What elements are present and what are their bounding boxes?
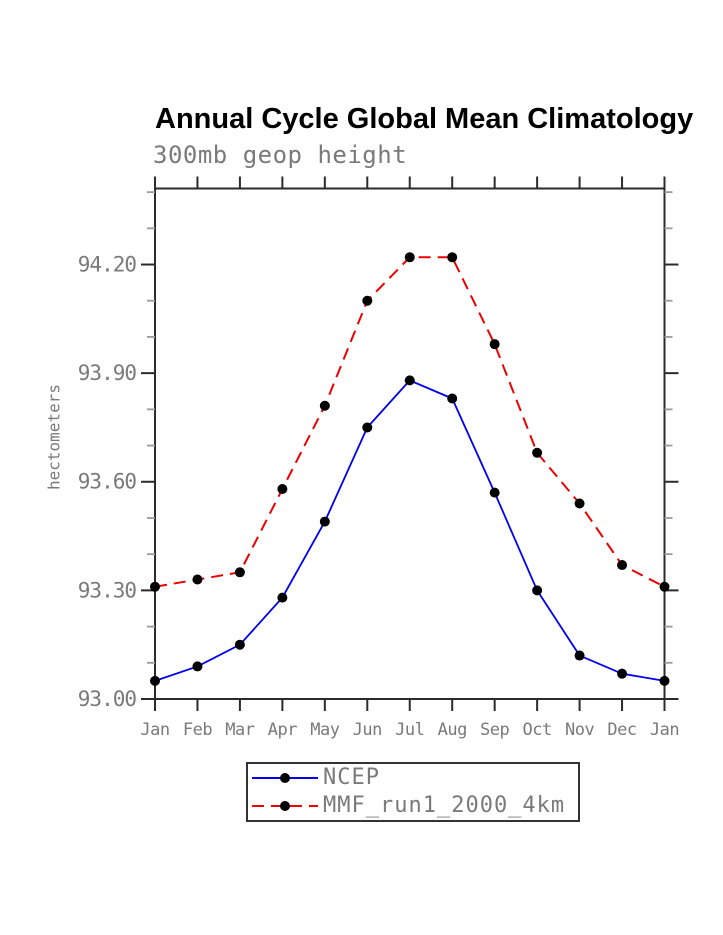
ncep-line-sample-icon: [252, 773, 318, 783]
x-tick-label: Jan: [140, 720, 169, 740]
y-tick-label: 93.60: [78, 470, 137, 494]
legend-entry-ncep: NCEP: [248, 764, 578, 792]
legend: NCEP MMF_run1_2000_4km: [246, 762, 580, 822]
mmf-run1-2000-4km-marker: [362, 295, 373, 306]
mmf-line-sample-icon: [252, 801, 318, 811]
mmf-run1-2000-4km-marker: [617, 560, 628, 571]
mmf-sample-marker: [280, 801, 290, 811]
y-tick-label: 94.20: [78, 252, 137, 276]
ncep-marker: [532, 585, 543, 596]
ncep-marker: [447, 393, 458, 404]
mmf-run1-2000-4km-marker: [150, 581, 160, 592]
mmf-run1-2000-4km-marker: [234, 567, 245, 578]
x-tick-label: Dec: [607, 720, 636, 740]
mmf-run1-2000-4km-marker: [659, 581, 670, 592]
ncep-sample-marker: [280, 773, 290, 783]
ncep-marker: [404, 375, 415, 386]
chart-title: Annual Cycle Global Mean Climatology: [155, 103, 694, 135]
x-tick-label: Sep: [480, 720, 509, 740]
ncep-series-line: [154, 379, 665, 682]
x-tick-label: Aug: [438, 720, 467, 740]
x-tick-label: May: [310, 720, 339, 740]
mmf-run1-2000-4km-marker: [574, 498, 585, 509]
ncep-marker: [489, 487, 500, 498]
y-tick-label: 93.00: [78, 687, 137, 711]
x-tick-label: Mar: [225, 720, 254, 740]
x-tick-label: Oct: [523, 720, 552, 740]
x-tick-label: Jan: [650, 720, 679, 740]
ncep-marker: [659, 675, 670, 686]
ncep-marker: [234, 639, 245, 650]
x-tick-label: Apr: [268, 720, 297, 740]
mmf-run1-2000-4km-marker: [192, 574, 203, 585]
ncep-marker: [617, 668, 628, 679]
legend-label-mmf: MMF_run1_2000_4km: [323, 793, 566, 818]
mmf-run1-2000-4km-series-line: [154, 256, 665, 588]
ncep-marker: [192, 661, 203, 672]
legend-label-ncep: NCEP: [323, 765, 380, 790]
ncep-marker: [319, 516, 330, 527]
plot-border: [154, 187, 666, 700]
mmf-run1-2000-4km-marker: [277, 484, 288, 495]
ncep-marker: [277, 592, 288, 603]
x-tick-label: Feb: [183, 720, 212, 740]
mmf-run1-2000-4km-marker: [532, 447, 543, 458]
ncep-marker: [362, 422, 373, 433]
legend-entry-mmf: MMF_run1_2000_4km: [248, 792, 578, 820]
x-tick-label: Jun: [353, 720, 382, 740]
mmf-run1-2000-4km-marker: [319, 400, 330, 411]
mmf-run1-2000-4km-marker: [447, 252, 458, 263]
y-tick-label: 93.90: [78, 361, 137, 385]
x-tick-label: Jul: [395, 720, 424, 740]
mmf-run1-2000-4km-marker: [404, 252, 415, 263]
ncep-marker: [150, 675, 160, 686]
mmf-run1-2000-4km-marker: [489, 339, 500, 350]
ncep-marker: [574, 650, 585, 661]
chart-subtitle: 300mb geop height: [153, 141, 408, 169]
x-tick-label: Nov: [565, 720, 594, 740]
y-tick-label: 93.30: [78, 578, 137, 602]
